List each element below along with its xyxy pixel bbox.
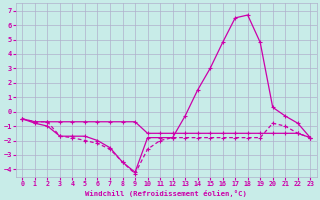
X-axis label: Windchill (Refroidissement éolien,°C): Windchill (Refroidissement éolien,°C) <box>85 190 247 197</box>
